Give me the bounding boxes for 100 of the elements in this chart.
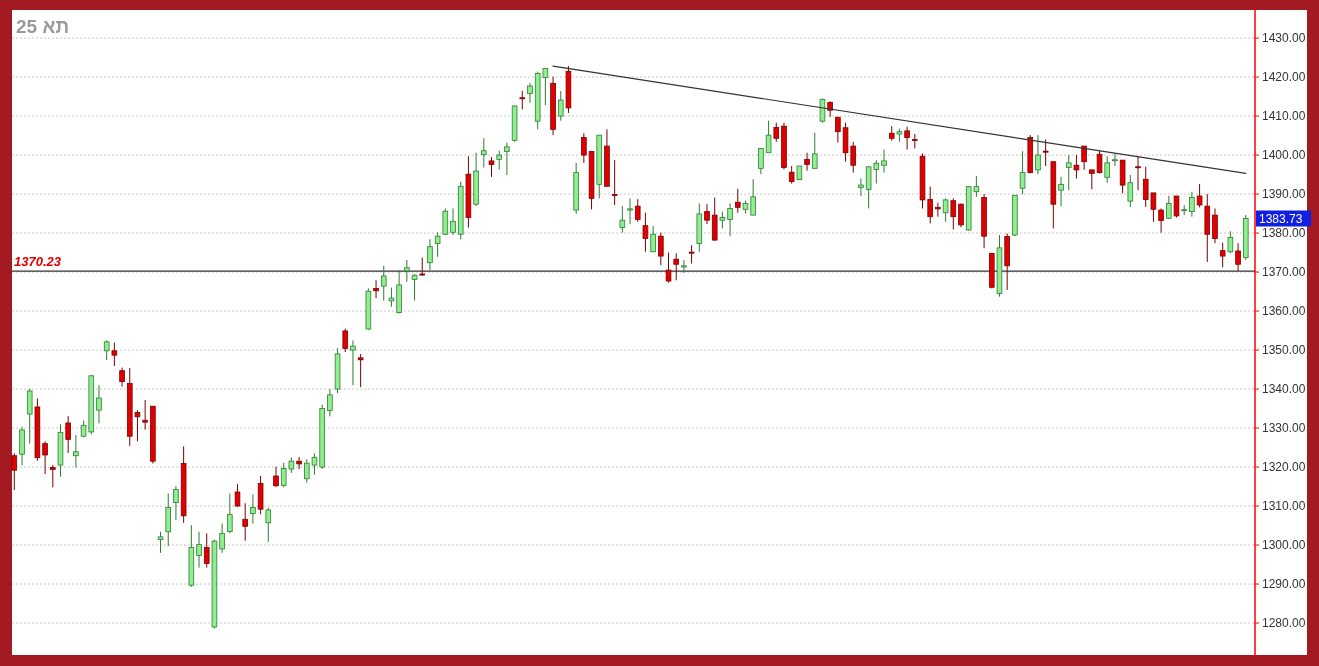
candlestick: [1042, 138, 1049, 167]
candlestick: [1196, 183, 1203, 208]
y-tick-label: 1410.00: [1262, 109, 1306, 124]
y-tick-label: 1350.00: [1262, 343, 1306, 358]
candlestick: [858, 177, 864, 197]
candlestick: [958, 202, 964, 228]
candlestick: [881, 149, 887, 174]
candlestick: [50, 464, 56, 488]
candlestick: [634, 198, 641, 223]
candlestick: [904, 126, 910, 151]
candlestick: [488, 156, 495, 178]
chart-title: תא 25: [16, 16, 70, 37]
candlestick: [835, 116, 841, 144]
candlestick: [811, 132, 818, 169]
candlestick: [665, 252, 672, 284]
candlestick: [704, 203, 710, 225]
y-tick-label: 1340.00: [1262, 382, 1306, 397]
candlestick: [1219, 242, 1226, 268]
candlestick: [1189, 191, 1195, 218]
candlestick: [273, 466, 279, 488]
candlestick: [673, 252, 679, 281]
candlestick: [103, 339, 110, 361]
candlestick: [173, 485, 179, 521]
candlestick: [434, 231, 441, 258]
candlestick: [688, 244, 695, 264]
y-tick-label: 1300.00: [1262, 538, 1306, 553]
candlestick: [804, 152, 810, 172]
candlestick: [765, 120, 772, 154]
candlestick: [1065, 154, 1072, 191]
candlestick: [1104, 155, 1111, 184]
y-tick-label: 1360.00: [1262, 304, 1306, 319]
candlestick: [142, 399, 148, 431]
candlestick: [42, 440, 48, 475]
candlestick: [342, 328, 349, 353]
candlestick: [1073, 154, 1080, 179]
candlestick: [519, 90, 526, 110]
candlestick: [504, 142, 510, 176]
candlestick: [219, 523, 225, 554]
candlestick: [380, 265, 387, 302]
candlestick: [1212, 207, 1218, 244]
candlestick: [157, 531, 164, 554]
candlestick: [581, 132, 587, 164]
candlestick: [773, 122, 780, 143]
candlestick: [96, 384, 102, 424]
candlestick: [450, 207, 456, 236]
candlestick: [265, 507, 272, 543]
candlestick: [404, 259, 410, 283]
candlestick: [111, 342, 118, 367]
candlestick: [1158, 207, 1164, 234]
candlestick: [357, 353, 364, 388]
candlestick: [557, 90, 564, 122]
candlestick: [419, 257, 426, 277]
candlestick: [642, 212, 649, 253]
candlestick: [442, 207, 449, 236]
candlestick: [1019, 150, 1026, 195]
candlestick: [950, 197, 957, 231]
y-tick-label: 1280.00: [1262, 616, 1306, 631]
candlestick: [73, 434, 79, 468]
candlestick: [388, 287, 395, 308]
candlestick: [234, 483, 241, 508]
candlestick: [658, 232, 664, 266]
candlestick: [427, 238, 433, 271]
candlestick: [627, 197, 633, 225]
candlestick: [250, 493, 256, 525]
candlestick: [527, 82, 533, 104]
y-tick-label: 1420.00: [1262, 70, 1306, 85]
y-tick-label: 1290.00: [1262, 577, 1306, 592]
y-tick-label: 1400.00: [1262, 148, 1306, 163]
candlestick: [350, 339, 356, 386]
candlestick: [296, 456, 302, 470]
candlestick: [935, 202, 941, 218]
candlestick: [496, 150, 502, 170]
candlestick: [1112, 153, 1118, 167]
candlestick: [727, 202, 733, 237]
candlestick: [373, 279, 379, 299]
candlestick: [681, 259, 687, 274]
y-tick-label: 1370.00: [1262, 265, 1306, 280]
y-tick-label: 1430.00: [1262, 31, 1306, 46]
candlestick: [735, 188, 741, 214]
text: 1383.73: [1259, 211, 1303, 226]
candlestick: [1035, 134, 1041, 175]
candlestick: [942, 197, 949, 223]
candlestick: [26, 388, 33, 445]
y-tick-label: 1320.00: [1262, 460, 1306, 475]
candlestick: [1135, 156, 1141, 191]
candlestick: [65, 415, 71, 454]
candlestick: [227, 493, 233, 534]
candlestick: [411, 273, 418, 302]
y-tick-label: 1380.00: [1262, 226, 1306, 241]
candlestick: [650, 225, 656, 253]
y-tick-label: 1390.00: [1262, 187, 1306, 202]
candlestick: [619, 205, 626, 234]
candlestick: [1081, 145, 1087, 171]
candlestick: [242, 502, 248, 542]
candlestick: [1227, 230, 1234, 254]
candlestick: [1058, 176, 1064, 207]
candlestick: [203, 532, 210, 569]
candlestick: [196, 531, 202, 569]
candlestick: [611, 159, 618, 206]
candlestick: [819, 98, 826, 124]
